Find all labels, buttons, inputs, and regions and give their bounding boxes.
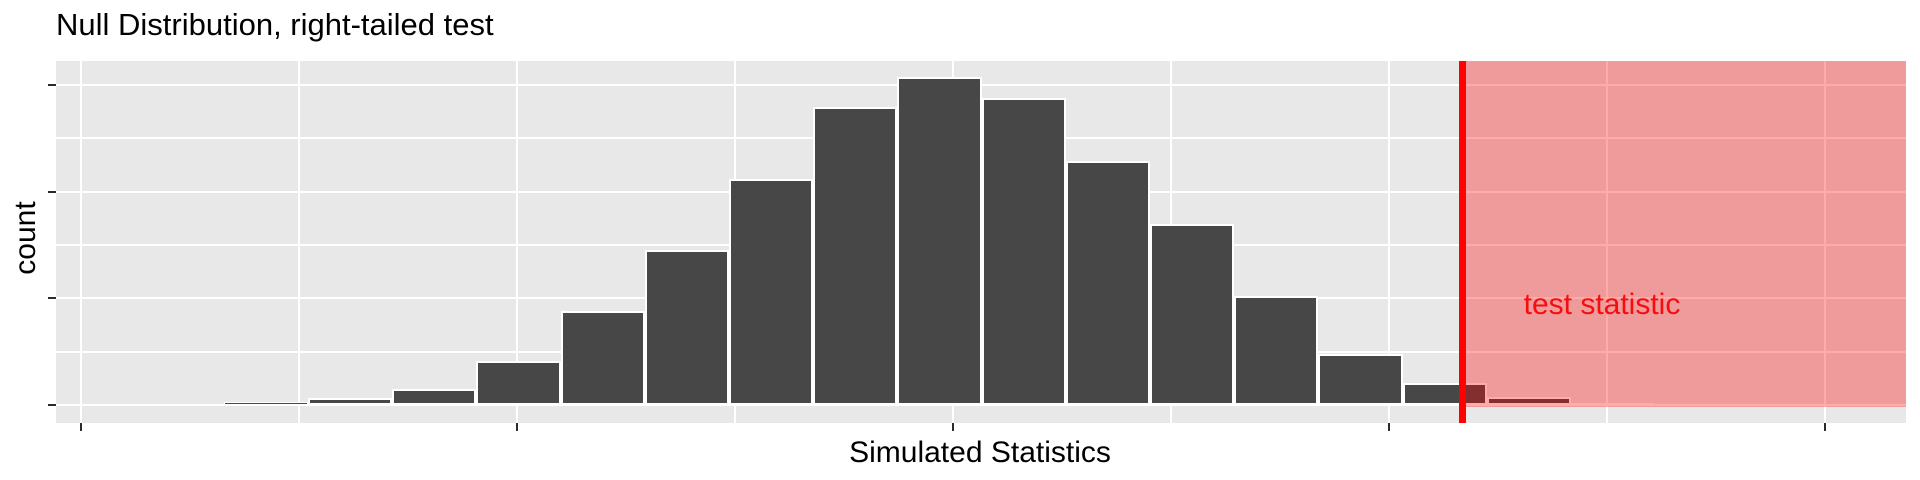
histogram-bar — [1318, 353, 1403, 405]
x-axis-tick — [1823, 423, 1827, 431]
y-axis-title: count — [9, 201, 42, 275]
gridline-vertical-major — [79, 61, 83, 423]
histogram-bar — [1486, 397, 1571, 405]
plot-title: Null Distribution, right-tailed test — [56, 7, 494, 42]
gridline-vertical-minor — [298, 61, 300, 423]
gridline-vertical-major — [515, 61, 519, 423]
histogram-bar — [729, 179, 814, 405]
gridline-vertical-minor — [1606, 61, 1608, 423]
histogram-bar — [1065, 161, 1150, 405]
rejection-region-shade — [1462, 61, 1906, 407]
histogram-bar — [139, 403, 224, 406]
histogram-bar — [476, 361, 561, 405]
gridline-vertical-major — [1387, 61, 1391, 423]
histogram-bar — [813, 107, 898, 405]
histogram-bar — [981, 98, 1066, 405]
test-statistic-line — [1458, 61, 1466, 423]
test-statistic-label: test statistic — [1523, 288, 1681, 321]
gridline-vertical-major — [1823, 61, 1827, 423]
plot-panel — [56, 61, 1906, 423]
histogram-bar — [1402, 383, 1487, 405]
y-axis-tick — [48, 83, 56, 87]
histogram-bar — [308, 397, 393, 405]
y-axis-tick — [48, 190, 56, 194]
histogram-bar — [560, 311, 645, 405]
y-axis-tick — [48, 296, 56, 300]
x-axis-tick — [1387, 423, 1391, 431]
histogram-bar — [392, 388, 477, 405]
histogram-bar — [1571, 402, 1656, 405]
x-axis-tick — [515, 423, 519, 431]
x-axis-tick — [951, 423, 955, 431]
histogram-bar — [1234, 296, 1319, 405]
x-axis-tick — [79, 423, 83, 431]
y-axis-tick — [48, 403, 56, 407]
histogram-bar — [1150, 223, 1235, 405]
histogram-bar — [223, 402, 308, 405]
histogram-bar — [897, 76, 982, 405]
x-axis-title: Simulated Statistics — [849, 436, 1111, 469]
histogram-bar — [644, 250, 729, 405]
